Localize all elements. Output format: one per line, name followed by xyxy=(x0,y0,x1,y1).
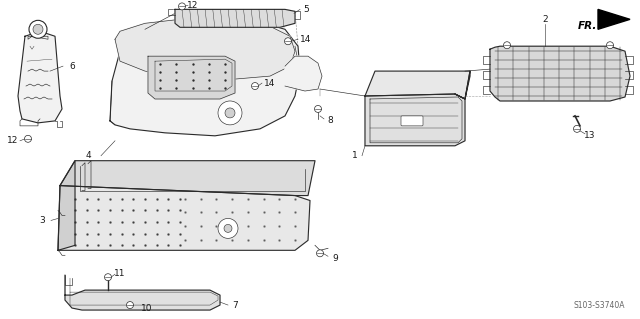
Circle shape xyxy=(225,108,235,118)
Circle shape xyxy=(573,125,580,132)
Polygon shape xyxy=(115,19,295,79)
Text: 11: 11 xyxy=(115,269,125,278)
Polygon shape xyxy=(490,46,630,101)
Text: 13: 13 xyxy=(584,131,596,140)
Polygon shape xyxy=(365,71,470,99)
Circle shape xyxy=(314,106,321,112)
Polygon shape xyxy=(18,31,62,123)
Polygon shape xyxy=(175,9,295,27)
Text: 2: 2 xyxy=(542,15,548,24)
Circle shape xyxy=(285,38,291,45)
Circle shape xyxy=(104,274,111,281)
Polygon shape xyxy=(60,161,315,196)
Circle shape xyxy=(29,20,47,38)
Circle shape xyxy=(224,225,232,232)
Text: 7: 7 xyxy=(232,300,238,309)
Text: 8: 8 xyxy=(327,116,333,125)
Text: 12: 12 xyxy=(7,136,19,145)
Polygon shape xyxy=(58,186,310,250)
Text: 14: 14 xyxy=(300,35,312,44)
Circle shape xyxy=(607,42,614,49)
Polygon shape xyxy=(110,19,300,136)
Text: 12: 12 xyxy=(188,1,198,10)
Polygon shape xyxy=(365,94,465,146)
Text: 14: 14 xyxy=(264,78,276,87)
Circle shape xyxy=(218,101,242,125)
Polygon shape xyxy=(65,275,220,310)
Polygon shape xyxy=(148,56,235,99)
Text: 4: 4 xyxy=(85,151,91,160)
Polygon shape xyxy=(58,161,75,250)
Circle shape xyxy=(317,250,323,257)
FancyBboxPatch shape xyxy=(401,116,423,126)
Text: S103-S3740A: S103-S3740A xyxy=(573,301,625,310)
Polygon shape xyxy=(285,56,322,91)
Text: 9: 9 xyxy=(332,254,338,263)
Circle shape xyxy=(33,24,43,34)
Text: 3: 3 xyxy=(39,216,45,225)
Circle shape xyxy=(218,219,238,238)
Text: 1: 1 xyxy=(352,151,358,160)
Text: FR.: FR. xyxy=(578,21,597,31)
Polygon shape xyxy=(455,71,470,99)
Circle shape xyxy=(504,42,511,49)
Circle shape xyxy=(179,3,186,10)
Text: 10: 10 xyxy=(141,304,153,313)
Circle shape xyxy=(252,83,259,90)
Circle shape xyxy=(127,301,134,308)
Text: 6: 6 xyxy=(69,62,75,70)
Circle shape xyxy=(24,135,31,142)
Text: 5: 5 xyxy=(303,5,309,14)
Polygon shape xyxy=(598,9,630,29)
